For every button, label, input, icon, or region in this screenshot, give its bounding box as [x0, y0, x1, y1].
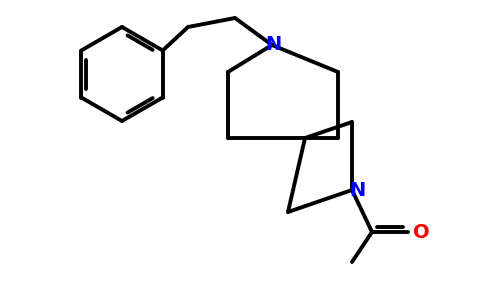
- Text: N: N: [265, 34, 281, 53]
- Text: N: N: [349, 181, 365, 200]
- Text: O: O: [413, 223, 429, 242]
